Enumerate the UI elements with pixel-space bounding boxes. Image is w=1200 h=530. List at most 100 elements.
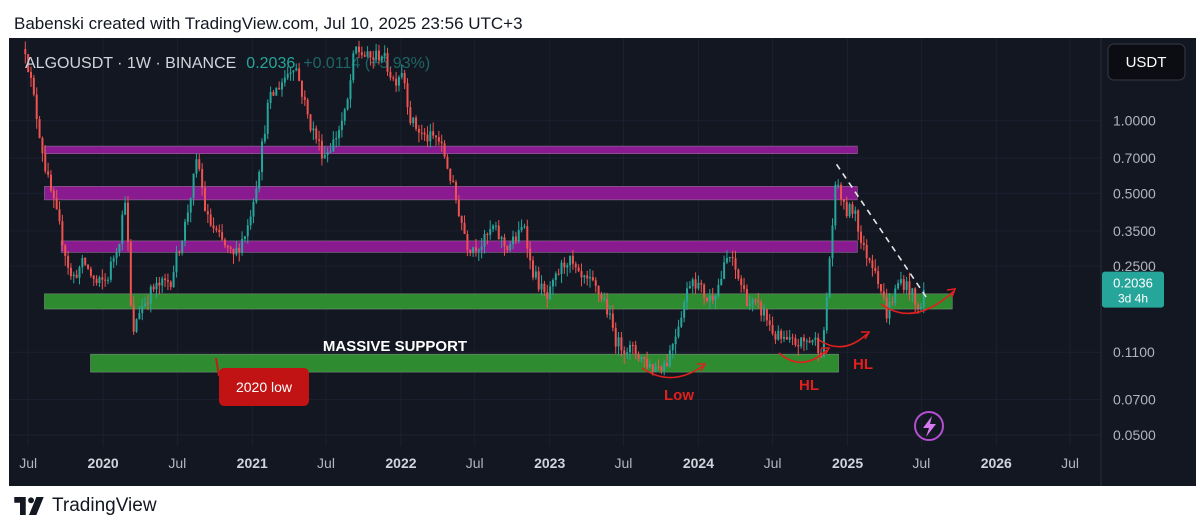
candle <box>666 354 669 368</box>
candle <box>534 265 537 280</box>
candle-body <box>363 55 366 57</box>
candle-body <box>252 201 255 217</box>
candle-body <box>241 239 244 253</box>
candle-body <box>614 327 617 347</box>
candle <box>554 271 557 287</box>
candle <box>72 271 75 284</box>
candle <box>668 345 671 368</box>
candle-body <box>688 286 691 289</box>
candle-body <box>400 73 403 78</box>
candle-body <box>338 129 341 139</box>
candle <box>680 311 683 329</box>
candle-body <box>891 301 894 303</box>
candle-body <box>563 262 566 268</box>
candle <box>263 125 266 144</box>
candle <box>58 201 61 225</box>
candle <box>298 63 301 82</box>
candle <box>494 221 497 231</box>
candle-body <box>278 87 281 90</box>
candle-body <box>186 212 189 222</box>
candle-body <box>75 274 78 278</box>
candle-body <box>780 330 783 339</box>
candle-body <box>212 225 215 229</box>
candle <box>589 268 592 288</box>
candle-body <box>395 78 398 86</box>
candle <box>300 80 303 105</box>
candle <box>683 299 686 323</box>
candle-body <box>58 209 61 222</box>
candle <box>172 265 175 288</box>
candle <box>249 209 252 230</box>
candle <box>406 78 409 115</box>
candle <box>834 181 837 230</box>
candle <box>309 113 312 133</box>
candle-body <box>89 268 92 276</box>
candle-body <box>731 256 734 259</box>
candle <box>500 235 503 249</box>
candle <box>323 146 326 159</box>
candle <box>734 250 737 279</box>
candle <box>432 122 435 140</box>
candle-body <box>814 337 817 341</box>
candle <box>383 45 386 61</box>
candle-body <box>834 184 837 226</box>
candle <box>206 203 209 224</box>
candle-body <box>580 271 583 278</box>
candle <box>597 285 600 303</box>
candle <box>69 263 72 280</box>
candle <box>628 340 631 360</box>
candle-body <box>318 139 321 141</box>
candle <box>543 280 546 297</box>
candle <box>340 112 343 138</box>
candle-body <box>383 53 386 57</box>
candle-body <box>494 225 497 227</box>
axes: 1.0000 0.7000 0.5000 0.3500 0.2500 0.1100 0.07… <box>19 38 1186 486</box>
candle <box>897 279 900 291</box>
candle-body <box>723 262 726 279</box>
candle <box>743 277 746 293</box>
candle <box>144 296 147 308</box>
candle-body <box>195 159 198 174</box>
candle <box>620 331 623 357</box>
candle-body <box>534 271 537 278</box>
candle <box>614 322 617 354</box>
candle <box>415 115 418 132</box>
candle <box>87 263 90 271</box>
candle-body <box>392 77 395 79</box>
candle <box>38 115 41 139</box>
chart-frame[interactable]: MASSIVE SUPPORT 2020 low Low HL HL 1.0000 0.7… <box>9 38 1196 486</box>
price-chart[interactable]: MASSIVE SUPPORT 2020 low Low HL HL 1.0000 0.7… <box>9 38 1196 486</box>
candle-body <box>55 198 58 210</box>
candle-body <box>229 247 232 249</box>
candle <box>725 250 728 264</box>
candle-body <box>423 132 426 135</box>
candle-body <box>466 234 469 250</box>
candle-body <box>868 258 871 261</box>
candle-body <box>771 325 774 334</box>
candle-body <box>107 279 110 281</box>
candle <box>315 125 318 144</box>
candle <box>278 81 281 90</box>
candle-body <box>734 258 737 270</box>
candle <box>258 169 261 193</box>
candle <box>882 283 885 301</box>
candle <box>184 218 187 247</box>
candle <box>289 67 292 81</box>
candle-body <box>520 226 523 231</box>
candle <box>372 50 375 69</box>
candle-body <box>660 367 663 371</box>
candle <box>609 304 612 320</box>
candle <box>107 276 110 285</box>
tradingview-logo-icon <box>14 497 44 515</box>
candle-body <box>38 119 41 139</box>
x-tick-label: Jul <box>615 455 633 471</box>
candle-body <box>61 221 64 246</box>
candle <box>30 66 33 87</box>
candle-body <box>95 278 98 284</box>
candle-body <box>118 243 121 253</box>
candle <box>149 284 152 313</box>
candle <box>181 239 184 256</box>
candle-body <box>677 326 680 337</box>
candle <box>67 251 70 275</box>
candle <box>728 256 731 263</box>
